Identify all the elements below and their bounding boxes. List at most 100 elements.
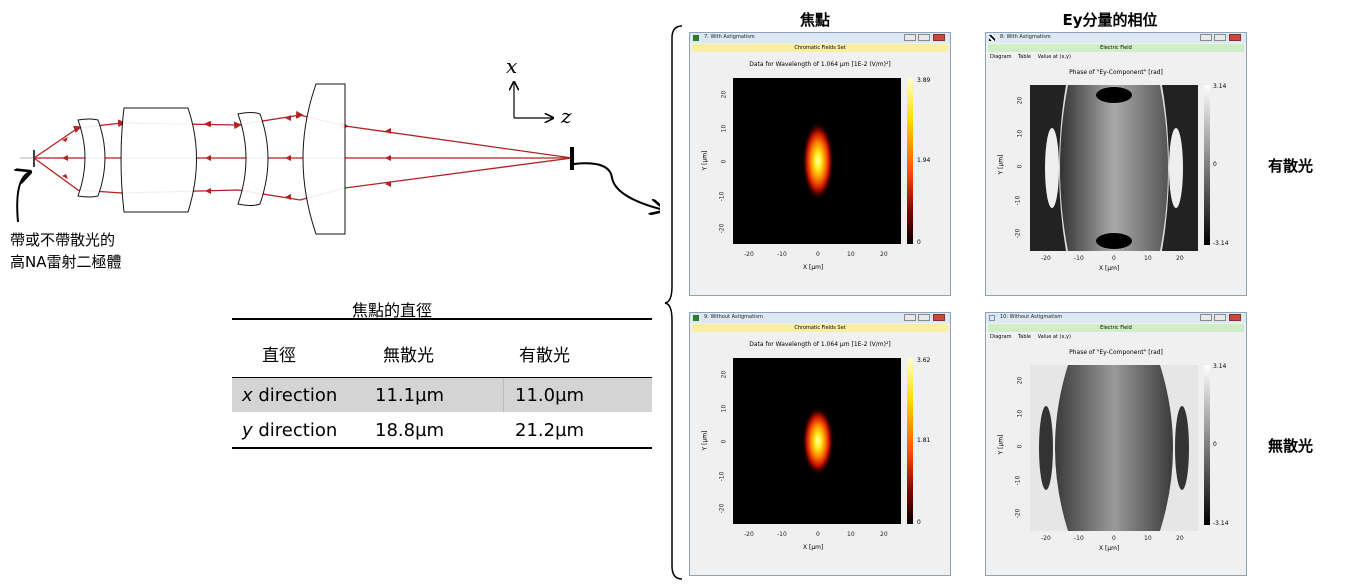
table-header-no-astig: 無散光 — [383, 346, 434, 366]
window-title: 10: Without Astigmatism — [1000, 314, 1063, 320]
minimize-button[interactable] — [1200, 314, 1212, 321]
x-tick: 20 — [880, 251, 888, 258]
x-axis-label: X [µm] — [803, 264, 824, 271]
grouping-brace — [664, 25, 683, 580]
table-bottom-rule — [232, 447, 652, 449]
window-titlebar[interactable]: 7: With Astigmatism — [690, 33, 950, 43]
x-tick: 20 — [1176, 255, 1184, 262]
optical-setup-diagram — [0, 0, 660, 235]
tab-table[interactable]: Table — [1018, 334, 1031, 340]
y-tick: -20 — [1014, 508, 1022, 519]
x-tick: 10 — [1144, 255, 1152, 262]
window-icon — [989, 35, 995, 41]
table-cell: 18.8µm — [375, 420, 445, 441]
maximize-button[interactable] — [1214, 34, 1226, 41]
y-tick: 0 — [1016, 164, 1024, 169]
y-tick: -10 — [718, 471, 726, 482]
x-tick: 20 — [1176, 535, 1184, 542]
y-axis-label: Y [µm] — [997, 434, 1005, 455]
window-subtitle-bar: Electric Field — [988, 44, 1244, 52]
y-tick: 0 — [720, 159, 728, 164]
y-tick: -10 — [1014, 195, 1022, 206]
x-tick: -20 — [744, 531, 754, 538]
x-tick: 0 — [816, 531, 820, 538]
table-header-rule — [232, 377, 652, 378]
x-tick: 0 — [1112, 255, 1116, 262]
window-subtitle-bar: Chromatic Fields Set — [692, 44, 948, 52]
view-tabs: Diagram Table Value at (x,y) — [990, 54, 1076, 60]
lens-3 — [237, 112, 269, 206]
minimize-button[interactable] — [1200, 34, 1212, 41]
window-titlebar[interactable]: 10: Without Astigmatism — [986, 313, 1246, 323]
y-tick: 10 — [720, 404, 728, 413]
tab-diagram[interactable]: Diagram — [990, 334, 1012, 340]
x-axis-label: X [µm] — [1099, 265, 1120, 272]
colorbar — [907, 78, 913, 244]
axis-z-label: z — [561, 104, 572, 128]
window-title: 9: Without Astigmatism — [704, 314, 763, 320]
x-tick: 20 — [880, 531, 888, 538]
window-titlebar[interactable]: 8: With Astigmatism — [986, 33, 1246, 43]
label-without-astigmatism: 無散光 — [1268, 437, 1314, 455]
x-axis-label: X [µm] — [1099, 545, 1120, 552]
close-button[interactable] — [1229, 34, 1241, 41]
colorbar — [1204, 85, 1210, 245]
colorbar-min: 0 — [917, 239, 921, 246]
tab-value[interactable]: Value at (x,y) — [1037, 334, 1071, 340]
y-tick: 20 — [720, 90, 728, 99]
window-icon — [693, 315, 699, 321]
y-tick: 10 — [1016, 409, 1024, 418]
y-tick: 20 — [1016, 96, 1024, 105]
y-axis-label: Y [µm] — [701, 430, 709, 451]
colorbar-mid: 1.94 — [917, 157, 931, 164]
plot-title: Phase of "Ey-Component" [rad] — [1069, 349, 1163, 356]
maximize-button[interactable] — [918, 34, 930, 41]
minimize-button[interactable] — [904, 314, 916, 321]
x-tick: -10 — [777, 531, 787, 538]
lens-4 — [302, 83, 346, 235]
tab-diagram[interactable]: Diagram — [990, 54, 1012, 60]
colorbar-min: 0 — [917, 519, 921, 526]
x-tick: 0 — [816, 251, 820, 258]
maximize-button[interactable] — [918, 314, 930, 321]
y-axis-label: Y [µm] — [701, 150, 709, 171]
y-tick: 10 — [720, 124, 728, 133]
table-header-with-astig: 有散光 — [519, 346, 570, 366]
focal-spot — [802, 121, 834, 201]
connector-arrow — [573, 162, 660, 210]
y-tick: 20 — [720, 370, 728, 379]
heading-focus: 焦點 — [799, 11, 830, 29]
close-button[interactable] — [933, 34, 945, 41]
lens-1 — [77, 118, 106, 198]
window-subtitle-bar: Chromatic Fields Set — [692, 324, 948, 332]
view-tabs: Diagram Table Value at (x,y) — [990, 334, 1076, 340]
y-tick: -20 — [718, 223, 726, 234]
window-titlebar[interactable]: 9: Without Astigmatism — [690, 313, 950, 323]
colorbar-max: 3.62 — [917, 357, 931, 364]
phase-plot — [1030, 365, 1210, 531]
minimize-button[interactable] — [904, 34, 916, 41]
table-row-label: y direction — [242, 420, 338, 441]
detector — [570, 147, 574, 170]
heading-phase: Ey分量的相位 — [1062, 11, 1158, 29]
table-row-label: x direction — [242, 385, 338, 406]
plot-title: Data for Wavelength of 1.064 µm [1E-2 (V… — [749, 341, 891, 348]
y-axis-label: Y [µm] — [997, 154, 1005, 175]
colorbar-mid: 0 — [1213, 441, 1217, 448]
focal-spot — [802, 406, 834, 476]
y-tick: -20 — [1014, 228, 1022, 239]
source-caption-line2: 高NA雷射二極體 — [10, 253, 122, 271]
colorbar — [1204, 365, 1210, 525]
maximize-button[interactable] — [1214, 314, 1226, 321]
close-button[interactable] — [933, 314, 945, 321]
tab-table[interactable]: Table — [1018, 54, 1031, 60]
x-tick: -10 — [777, 251, 787, 258]
x-axis-label: X [µm] — [803, 544, 824, 551]
source-caption-line1: 帶或不帶散光的 — [10, 231, 116, 249]
colorbar-max: 3.14 — [1213, 363, 1227, 370]
plot-title: Data for Wavelength of 1.064 µm [1E-2 (V… — [749, 61, 891, 68]
close-button[interactable] — [1229, 314, 1241, 321]
table-cell: 11.0µm — [515, 385, 585, 406]
plot-title: Phase of "Ey-Component" [rad] — [1069, 69, 1163, 76]
tab-value[interactable]: Value at (x,y) — [1037, 54, 1071, 60]
